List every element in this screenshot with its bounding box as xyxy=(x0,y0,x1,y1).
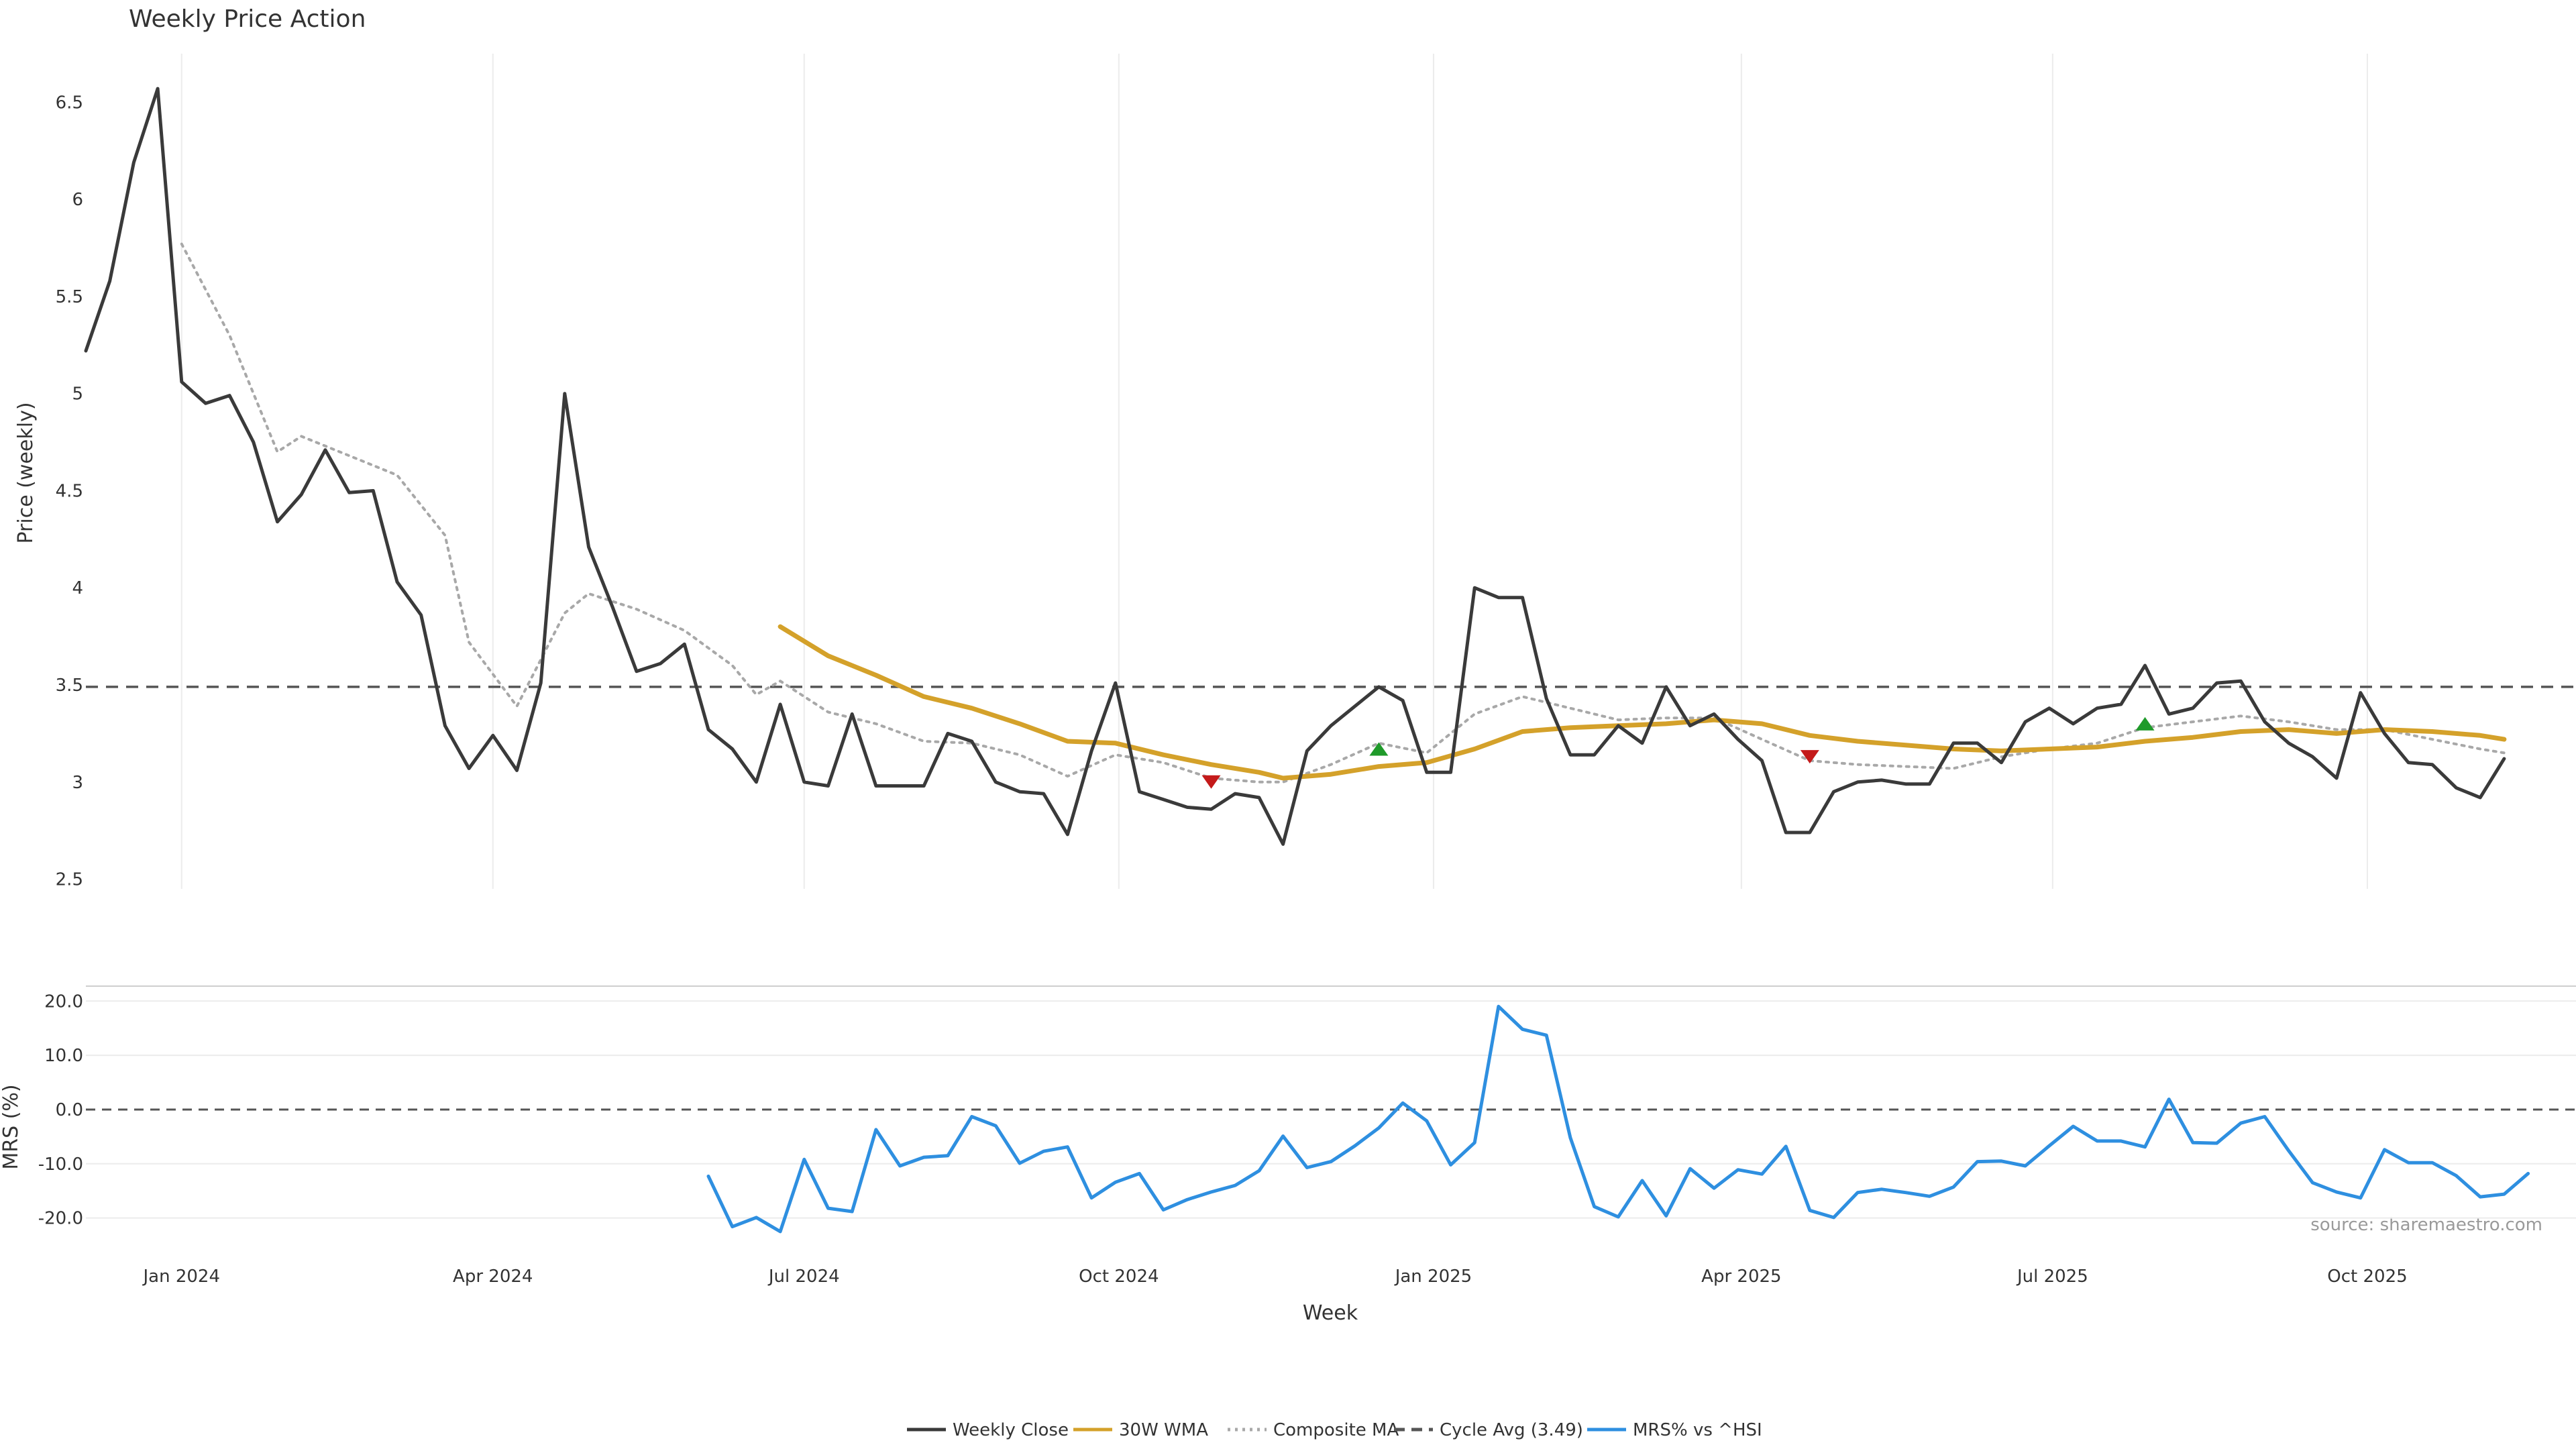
signal-marker-up-4 xyxy=(2135,716,2155,731)
series-composite-ma xyxy=(180,242,2506,784)
x-tick-apr-2024: Apr 2024 xyxy=(453,1267,533,1287)
series-weekly-close xyxy=(84,87,2506,846)
legend-label-30w-wma: 30W WMA xyxy=(1119,1420,1208,1440)
legend-label-cycle-avg-3-49: Cycle Avg (3.49) xyxy=(1440,1420,1583,1440)
price-panel: 2.5 3 3.5 4 4.5 5 5.5 6 6.5 xyxy=(56,54,2576,890)
x-axis-label: Week xyxy=(1303,1301,1358,1325)
x-tick-jul-2024: Jul 2024 xyxy=(767,1267,840,1287)
mrs-y-tick-0-0: 0.0 xyxy=(56,1100,83,1120)
signal-marker-down-3 xyxy=(1800,750,1819,764)
price-y-tick-4-5: 4.5 xyxy=(56,481,83,501)
chart-title: Weekly Price Action xyxy=(129,5,366,33)
mrs-y-tick-10-0: -10.0 xyxy=(38,1155,83,1175)
mrs-y-tick-20-0: 20.0 xyxy=(44,991,83,1012)
series-30w-wma xyxy=(777,624,2507,781)
price-y-tick-5: 5 xyxy=(72,384,83,405)
signal-marker-up-2 xyxy=(1369,742,1389,756)
x-tick-oct-2025: Oct 2025 xyxy=(2327,1267,2407,1287)
mrs-y-tick-10-0: 10.0 xyxy=(44,1046,83,1066)
price-y-tick-5-5: 5.5 xyxy=(56,287,83,307)
price-y-tick-6-5: 6.5 xyxy=(56,93,83,113)
price-y-tick-3: 3 xyxy=(72,773,83,793)
x-axis: Jan 2024 Apr 2024 Jul 2024 Oct 2024 Jan 2025… xyxy=(142,1267,2408,1287)
x-tick-apr-2025: Apr 2025 xyxy=(1701,1267,1781,1287)
legend-label-weekly-close: Weekly Close xyxy=(953,1420,1069,1440)
x-tick-jan-2024: Jan 2024 xyxy=(142,1267,221,1287)
mrs-axis-label: MRS (%) xyxy=(0,1084,23,1169)
x-tick-jul-2025: Jul 2025 xyxy=(2016,1267,2088,1287)
price-y-tick-3-5: 3.5 xyxy=(56,676,83,696)
series-mrs-vs-hsi xyxy=(706,1004,2530,1234)
mrs-panel: -20.0 -10.0 0.0 10.0 20.0 xyxy=(38,985,2576,1234)
legend-label-composite-ma: Composite MA xyxy=(1273,1420,1399,1440)
price-axis-label: Price (weekly) xyxy=(14,402,38,543)
legend-label-mrs-vs-hsi: MRS% vs ^HSI xyxy=(1633,1420,1762,1440)
signal-marker-down-1 xyxy=(1201,775,1221,789)
price-y-tick-4: 4 xyxy=(72,578,83,598)
mrs-y-tick-20-0: -20.0 xyxy=(38,1209,83,1229)
x-tick-jan-2025: Jan 2025 xyxy=(1394,1267,1472,1287)
legend: Weekly Close 30W WMA Composite MA Cycle Avg… xyxy=(907,1420,1762,1440)
x-tick-oct-2024: Oct 2024 xyxy=(1079,1267,1159,1287)
price-y-tick-6: 6 xyxy=(72,190,83,210)
price-y-tick-2-5: 2.5 xyxy=(56,870,83,890)
